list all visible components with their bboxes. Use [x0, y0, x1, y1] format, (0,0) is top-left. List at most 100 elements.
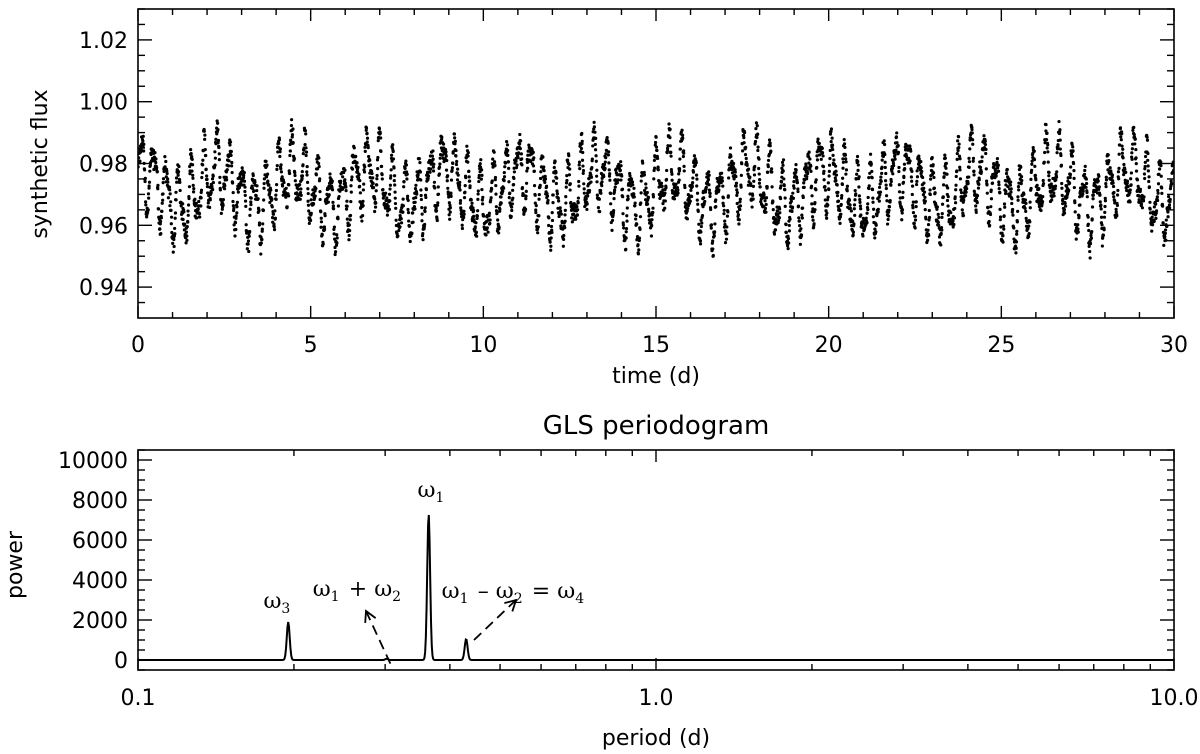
light-curve-point: [265, 163, 269, 167]
light-curve-point: [619, 178, 623, 182]
light-curve-point: [1148, 207, 1152, 211]
light-curve-point: [272, 228, 277, 232]
light-curve-point: [1160, 191, 1164, 195]
light-curve-point: [552, 165, 556, 170]
light-curve-point: [191, 183, 195, 187]
light-curve-point: [273, 209, 277, 213]
light-curve-point: [446, 186, 450, 190]
light-curve-point: [235, 211, 239, 215]
light-curve-point: [697, 222, 701, 226]
light-curve-point: [556, 196, 560, 200]
light-curve-point: [187, 185, 192, 189]
light-curve-point: [260, 227, 264, 231]
light-curve-point: [563, 208, 567, 213]
light-curve-point: [167, 185, 172, 189]
light-curve-point: [936, 212, 940, 216]
light-curve-point: [568, 182, 572, 186]
light-curve-point: [554, 181, 558, 186]
light-curve-point: [233, 221, 238, 225]
light-curve-point: [787, 223, 791, 228]
light-curve-point: [852, 207, 856, 211]
light-curve-point: [158, 227, 162, 231]
light-curve-point: [199, 196, 203, 200]
light-curve-point: [147, 196, 151, 200]
light-curve-point: [442, 159, 446, 164]
light-curve-point: [988, 212, 993, 217]
light-curve-point: [829, 129, 833, 134]
light-curve-point: [791, 196, 796, 200]
light-curve-point: [986, 206, 990, 210]
light-curve-point: [801, 195, 805, 200]
light-curve-point: [842, 142, 847, 146]
light-curve-point: [983, 142, 988, 147]
periodogram-annotation: ω3: [263, 589, 292, 617]
light-curve-point: [545, 192, 549, 196]
light-curve-point: [1156, 182, 1161, 186]
light-curve-point: [1009, 180, 1013, 184]
light-curve-point: [891, 172, 895, 176]
light-curve-point: [1134, 161, 1138, 166]
light-curve-point: [867, 184, 871, 188]
light-curve-point: [886, 217, 890, 222]
light-curve-point: [245, 229, 249, 233]
light-curve-point: [156, 207, 161, 211]
light-curve-point: [298, 191, 303, 195]
light-curve-point: [144, 200, 148, 204]
light-curve-point: [1108, 166, 1112, 170]
light-curve-point: [567, 173, 572, 177]
light-curve-point: [939, 226, 944, 230]
light-curve-point: [230, 164, 234, 168]
light-curve-point: [550, 218, 555, 223]
light-curve-point: [681, 136, 685, 140]
light-curve-point: [336, 217, 340, 221]
light-curve-point: [781, 163, 785, 167]
light-curve-point: [783, 204, 787, 208]
light-curve-point: [596, 206, 601, 210]
light-curve-point: [1088, 249, 1092, 254]
light-curve-point: [1083, 168, 1087, 173]
light-curve-point: [876, 210, 880, 214]
light-curve-point: [619, 164, 623, 168]
light-curve-point: [260, 237, 264, 242]
light-curve-point: [756, 148, 760, 153]
light-curve-point: [726, 194, 730, 198]
light-curve-point: [303, 142, 307, 147]
light-curve-point: [592, 125, 597, 129]
light-curve-point: [1103, 196, 1107, 201]
light-curve-point: [331, 207, 336, 211]
light-curve-point: [309, 198, 313, 202]
light-curve-point: [321, 242, 325, 246]
light-curve-point: [305, 173, 309, 177]
light-curve-point: [1130, 147, 1134, 151]
light-curve-point: [600, 184, 604, 188]
light-curve-point: [887, 205, 892, 209]
light-curve-point: [633, 204, 637, 208]
light-curve-point: [453, 139, 457, 143]
light-curve-point: [676, 191, 680, 195]
light-curve-point: [953, 195, 957, 199]
light-curve-point: [927, 218, 931, 222]
periodogram-xtick-label: 0.1: [121, 686, 156, 711]
light-curve-point: [440, 135, 444, 139]
light-curve-point: [775, 209, 779, 213]
light-curve-point: [472, 208, 476, 213]
light-curve-point: [751, 193, 755, 197]
light-curve-point: [789, 199, 793, 203]
light-curve-point: [632, 195, 636, 199]
light-curve-point: [545, 194, 550, 198]
light-curve-point: [1033, 164, 1037, 169]
light-curve-point: [358, 184, 362, 188]
light-curve-point: [319, 210, 323, 214]
light-curve-point: [168, 192, 172, 196]
light-curve-point: [624, 236, 628, 240]
light-curve-point: [1134, 169, 1139, 173]
light-curve-point: [756, 145, 760, 149]
light-curve-point: [693, 163, 698, 167]
light-curve-point: [972, 169, 976, 173]
light-curve-point: [363, 145, 367, 149]
light-curve-point: [270, 205, 274, 209]
light-curve-point: [698, 239, 703, 243]
light-curve-point: [928, 192, 932, 197]
light-curve-point: [752, 173, 757, 177]
light-curve-point: [738, 204, 743, 208]
